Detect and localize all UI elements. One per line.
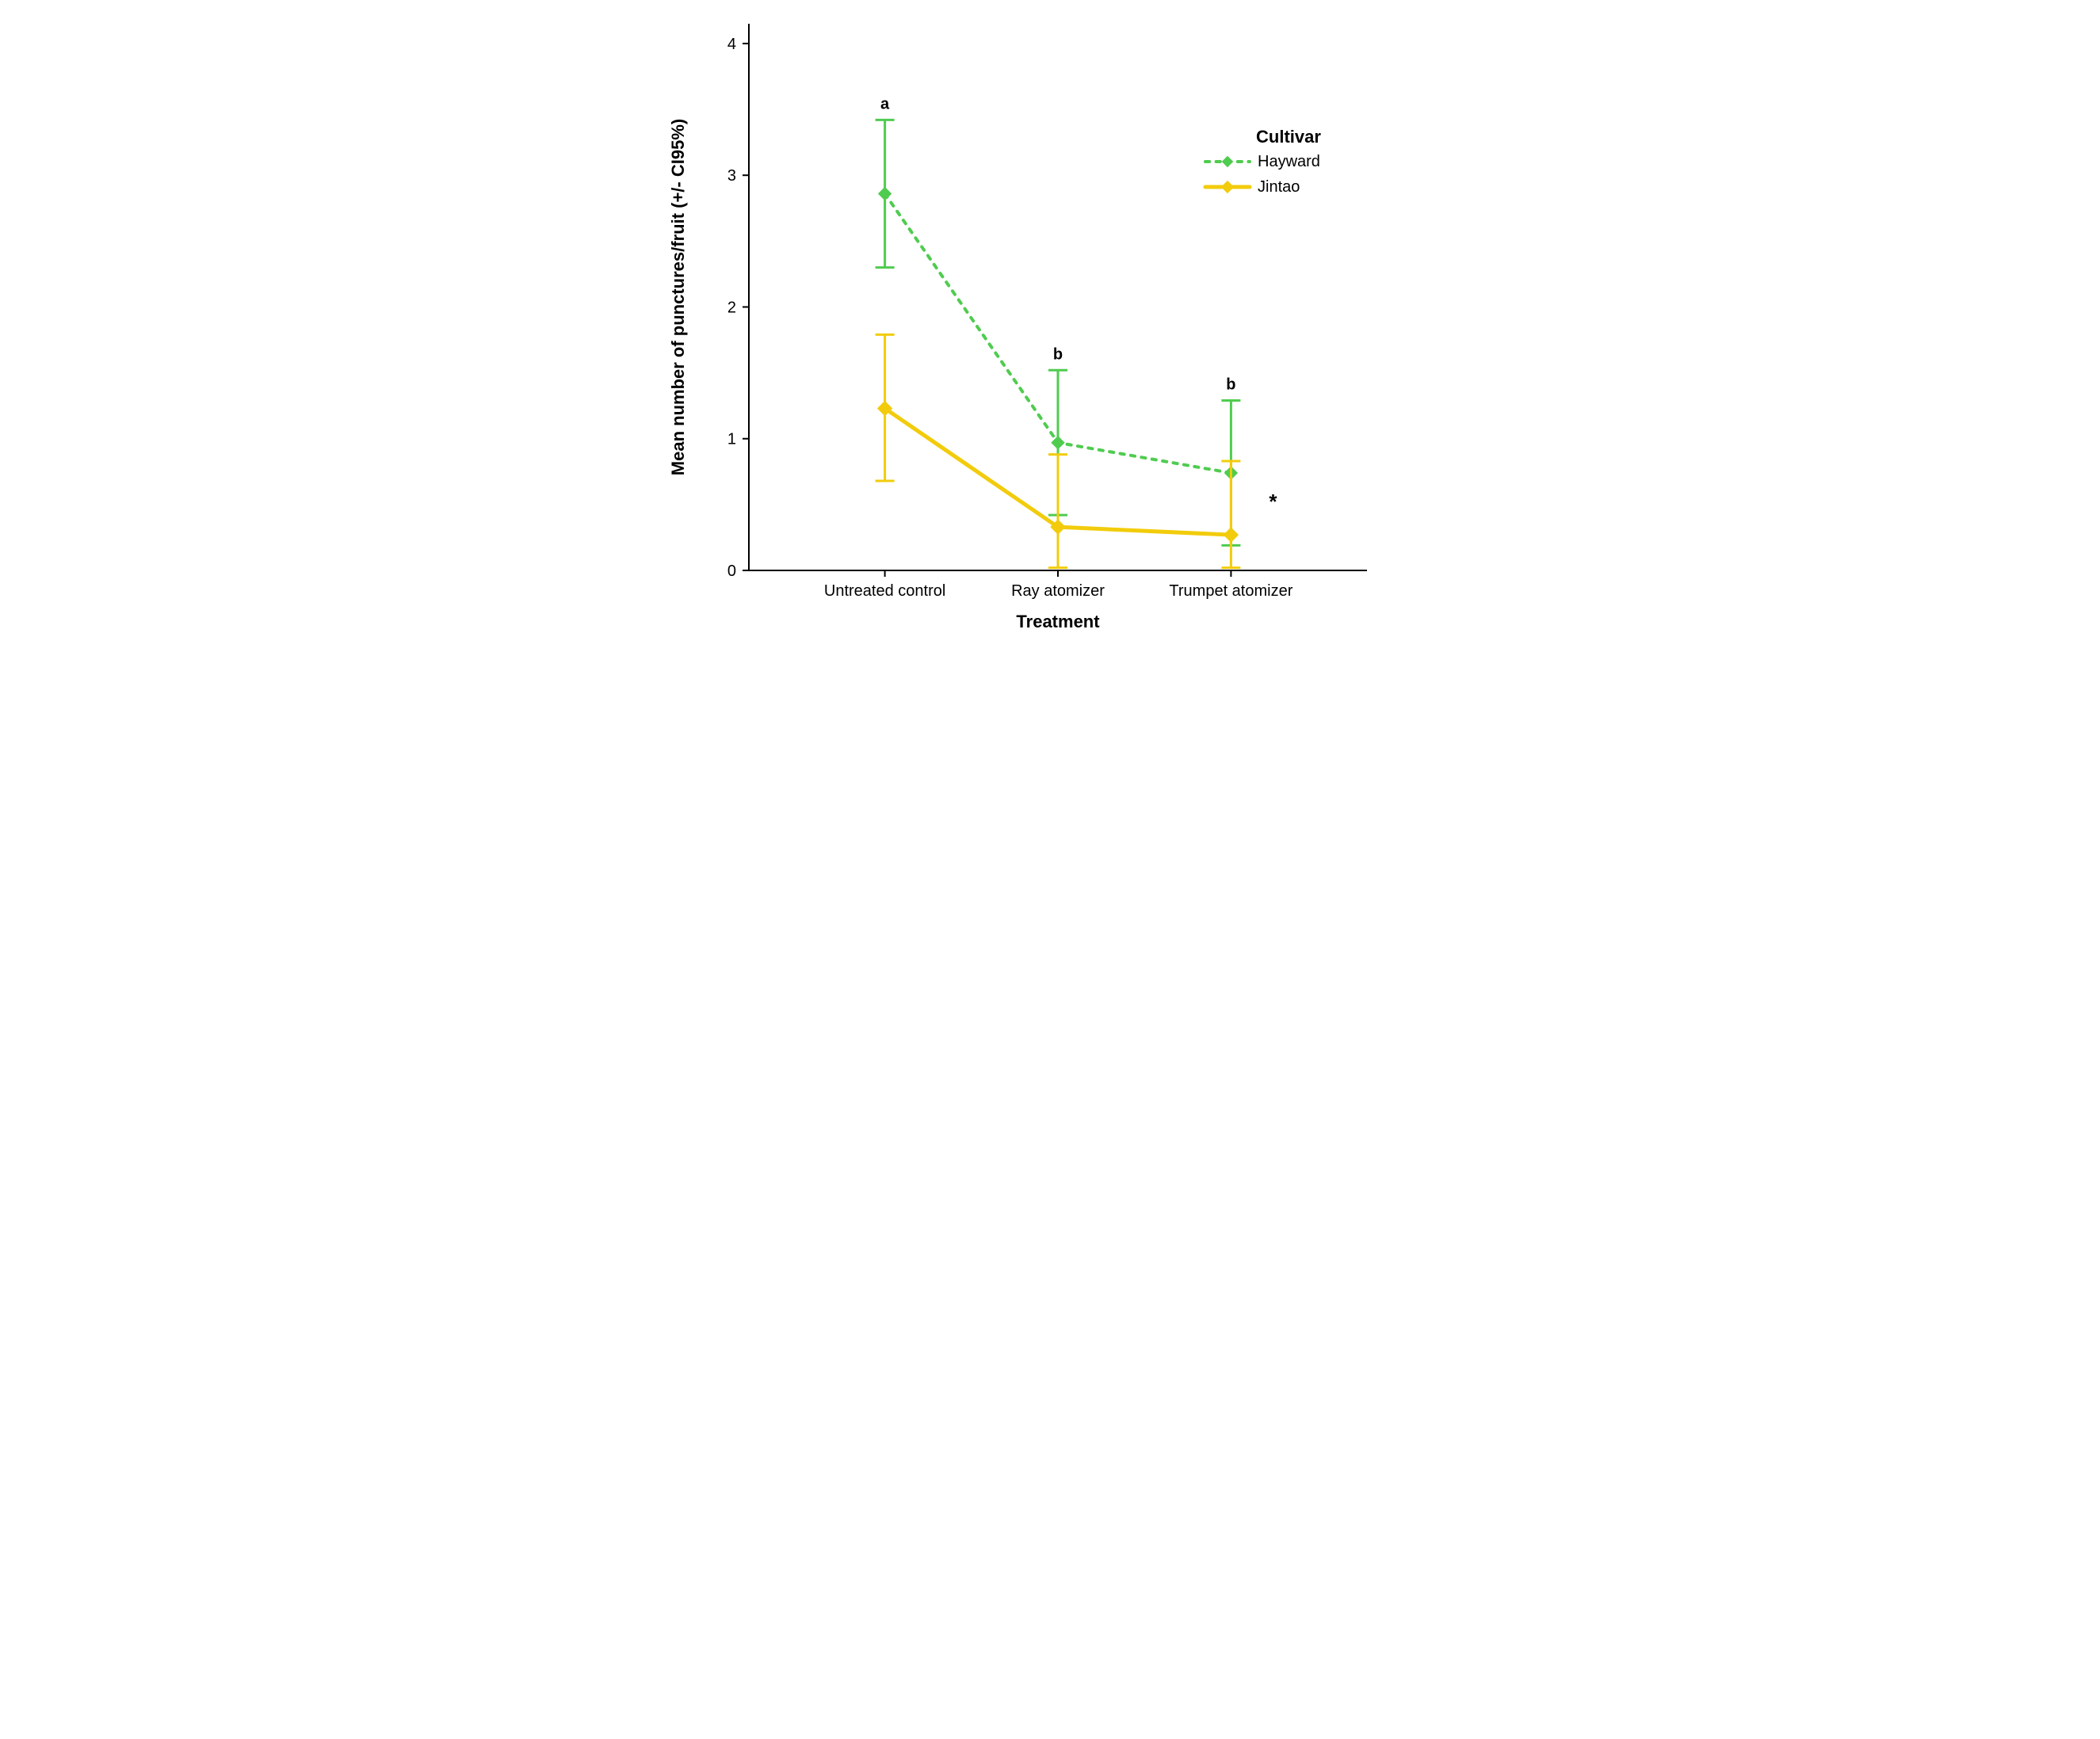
significance-asterisk: * bbox=[1269, 490, 1277, 513]
x-tick-label: Untreated control bbox=[824, 582, 945, 600]
y-tick-label: 4 bbox=[727, 36, 736, 53]
legend-title: Cultivar bbox=[1256, 127, 1321, 147]
legend-item-label: Hayward bbox=[1258, 153, 1320, 170]
x-tick-label: Trumpet atomizer bbox=[1169, 582, 1292, 600]
y-tick-label: 1 bbox=[727, 431, 736, 448]
y-tick-label: 2 bbox=[727, 299, 736, 316]
y-axis-label: Mean number of punctures/fruit (+/- CI95… bbox=[668, 119, 688, 475]
y-tick-label: 3 bbox=[727, 167, 736, 185]
x-tick-label: Ray atomizer bbox=[1011, 582, 1105, 600]
legend-item-label: Jintao bbox=[1258, 178, 1300, 196]
significance-letter: a bbox=[880, 95, 890, 113]
x-axis-label: Treatment bbox=[1016, 612, 1100, 631]
significance-letter: b bbox=[1226, 376, 1235, 394]
chart-svg: 0 1 2 3 4 Untreated control Ray atomizer Trumpe… bbox=[654, 0, 1446, 656]
significance-letter: b bbox=[1053, 345, 1063, 363]
y-tick-label: 0 bbox=[727, 563, 736, 580]
chart-container: 0 1 2 3 4 Untreated control Ray atomizer Trumpe… bbox=[654, 0, 1446, 656]
